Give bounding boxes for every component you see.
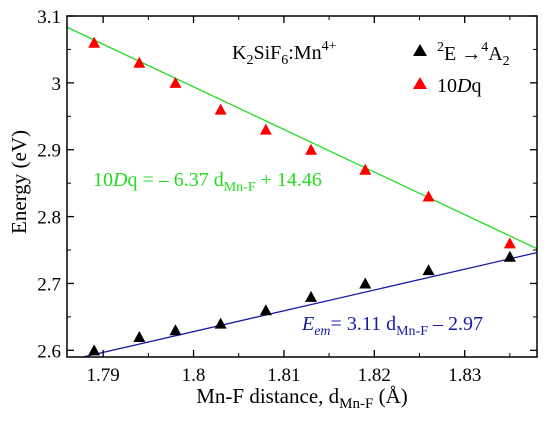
- y-axis-title: Energy (eV): [7, 130, 31, 234]
- y-tick-label: 2.9: [37, 141, 61, 162]
- point-em: [133, 330, 146, 342]
- point-em: [88, 344, 101, 356]
- point-em: [259, 304, 272, 316]
- point-dq: [214, 103, 227, 115]
- point-em: [169, 324, 182, 336]
- fit-lines: [67, 26, 537, 357]
- point-dq: [88, 36, 101, 48]
- point-dq: [259, 123, 272, 135]
- point-dq: [503, 237, 516, 249]
- x-tick-label: 1.81: [267, 365, 300, 386]
- material-label: K2SiF6:Mn4+: [232, 39, 337, 68]
- x-axis-title: Mn-F distance, dMn-F (Å): [196, 384, 408, 412]
- point-em: [422, 264, 435, 276]
- data-points: [88, 36, 516, 356]
- point-dq: [305, 143, 318, 155]
- y-tick-label: 2.7: [37, 274, 61, 295]
- point-dq: [169, 76, 182, 88]
- plot-frame: [66, 15, 538, 358]
- x-tick-label: 1.79: [87, 365, 120, 386]
- legend: 2E →4A2 10Dq: [413, 40, 510, 97]
- x-tick-label: 1.8: [182, 365, 206, 386]
- x-tick-label: 1.83: [448, 365, 481, 386]
- y-tick-label: 2.8: [37, 208, 61, 229]
- fit-line-dq: [67, 26, 537, 250]
- point-dq: [133, 56, 146, 68]
- point-em: [503, 250, 516, 262]
- em-fit-equation: Eem= 3.11 dMn-F – 2.97: [301, 313, 483, 339]
- y-tick-label: 3.1: [37, 7, 61, 28]
- y-tick-label: 3: [52, 74, 62, 95]
- legend-label-em: 2E →4A2: [437, 40, 510, 69]
- dq-fit-equation: 10Dq = – 6.37 dMn-F + 14.46: [93, 169, 322, 195]
- fit-line-em: [80, 251, 537, 357]
- legend-marker-em: [413, 44, 427, 56]
- point-dq: [422, 190, 435, 202]
- x-tick-label: 1.82: [358, 365, 391, 386]
- point-dq: [359, 163, 372, 175]
- point-em: [305, 290, 318, 302]
- legend-marker-dq: [413, 77, 427, 89]
- point-em: [214, 317, 227, 329]
- y-tick-label: 2.6: [37, 341, 61, 362]
- legend-label-dq: 10Dq: [437, 75, 481, 97]
- point-em: [359, 277, 372, 289]
- axis-ticks: 1.79 1.8 1.81 1.82 1.83 2.6 2.7 2.8 2.9 3 3.1: [37, 7, 537, 386]
